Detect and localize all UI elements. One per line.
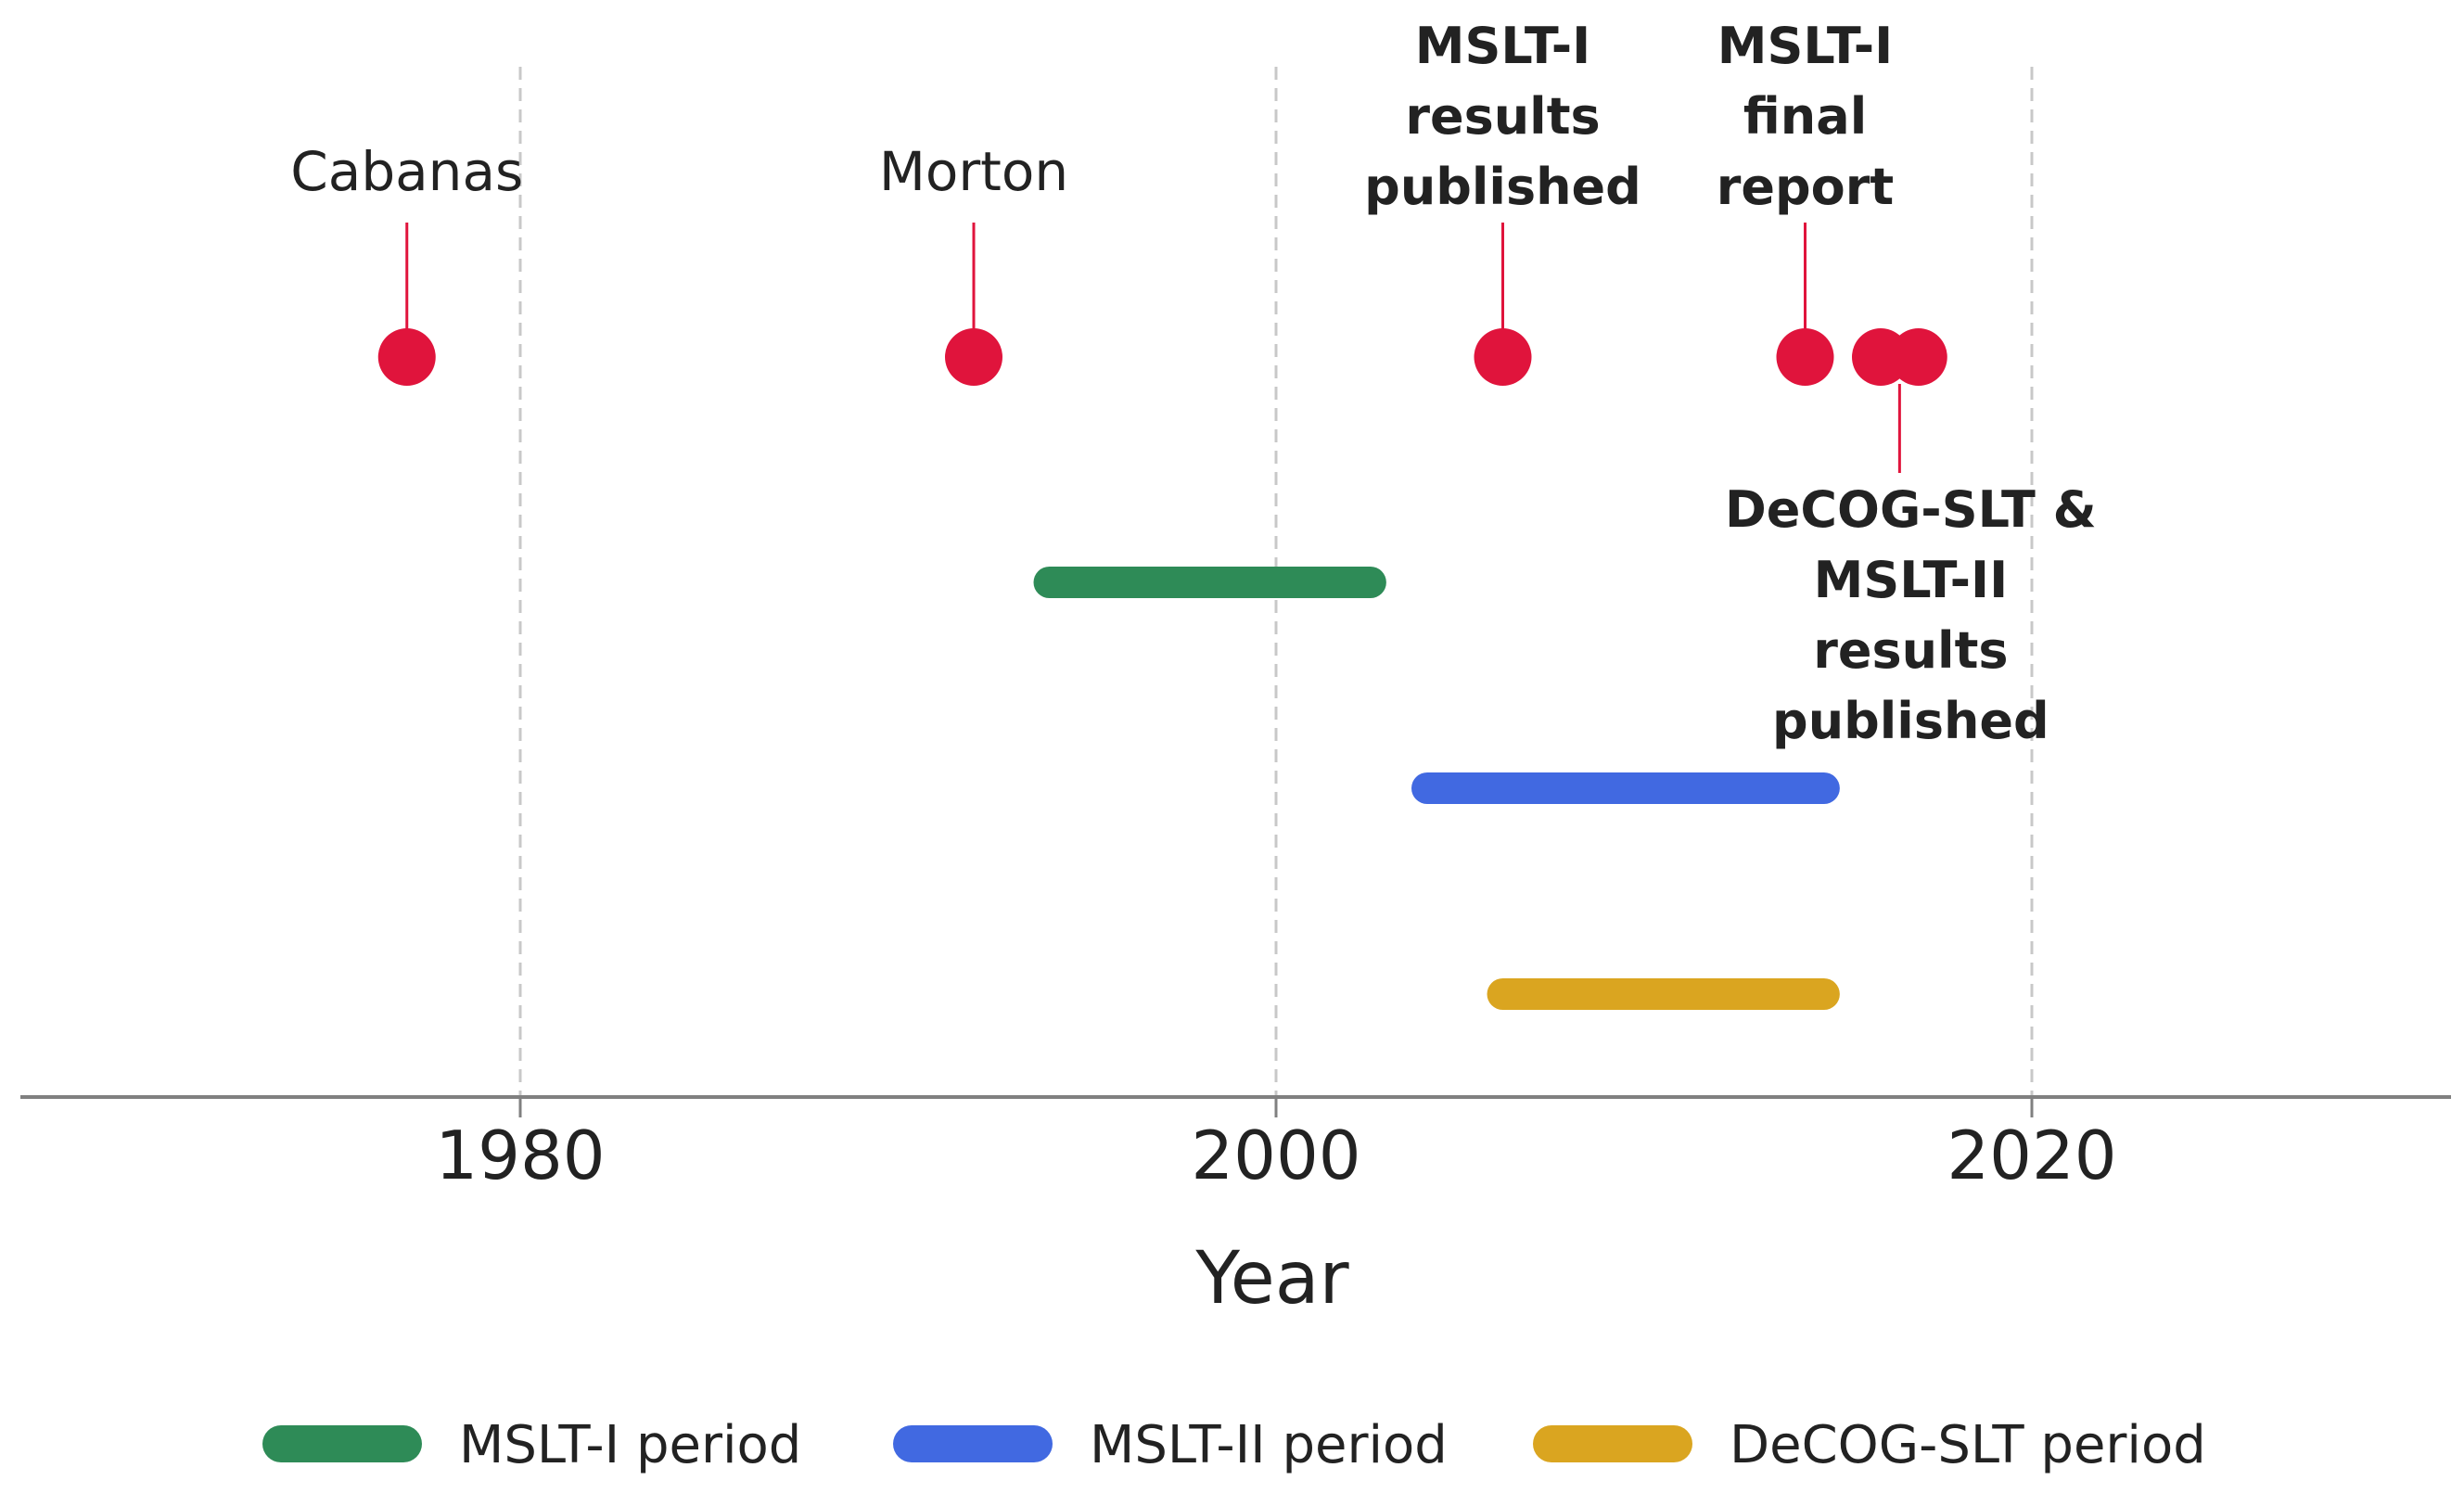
event-markers: Cabanas Morton MSLT-I results published MSLT-…: [290, 17, 2096, 750]
legend: MSLT-I period MSLT-II period DeCOG-SLT per…: [262, 1415, 2206, 1475]
event-label-1: Cabanas: [290, 140, 523, 203]
event-dot-6: [1889, 328, 1947, 386]
event-dot-1: [377, 328, 436, 386]
event-label-3: published: [1364, 158, 1641, 216]
legend-label-1: MSLT-I period: [459, 1415, 801, 1475]
period-bars: [1033, 567, 1840, 1010]
event-label-6: published: [1772, 692, 2049, 750]
event-label-4: MSLT-I: [1717, 17, 1894, 75]
event-label-6: DeCOG-SLT &: [1725, 480, 2097, 539]
event-dot-3: [1474, 328, 1532, 386]
event-label-6: results: [1813, 621, 2008, 680]
tick-label-2000: 2000: [1191, 1117, 1360, 1194]
tick-label-2020: 2020: [1947, 1117, 2116, 1194]
legend-label-3: DeCOG-SLT period: [1730, 1415, 2206, 1475]
event-label-2: Morton: [879, 140, 1068, 203]
x-axis: 1980 2000 2020: [20, 1095, 2451, 1194]
event-label-4: final: [1743, 87, 1867, 146]
event-label-3: results: [1405, 87, 1600, 146]
tick-label-1980: 1980: [435, 1117, 605, 1194]
event-dot-2: [945, 328, 1002, 386]
event-label-4: report: [1717, 158, 1894, 216]
legend-label-2: MSLT-II period: [1090, 1415, 1448, 1475]
event-label-3: MSLT-I: [1415, 17, 1591, 75]
event-label-6: MSLT-II: [1814, 551, 2009, 609]
event-dot-4: [1776, 328, 1834, 386]
x-axis-title: Year: [1194, 1237, 1349, 1321]
